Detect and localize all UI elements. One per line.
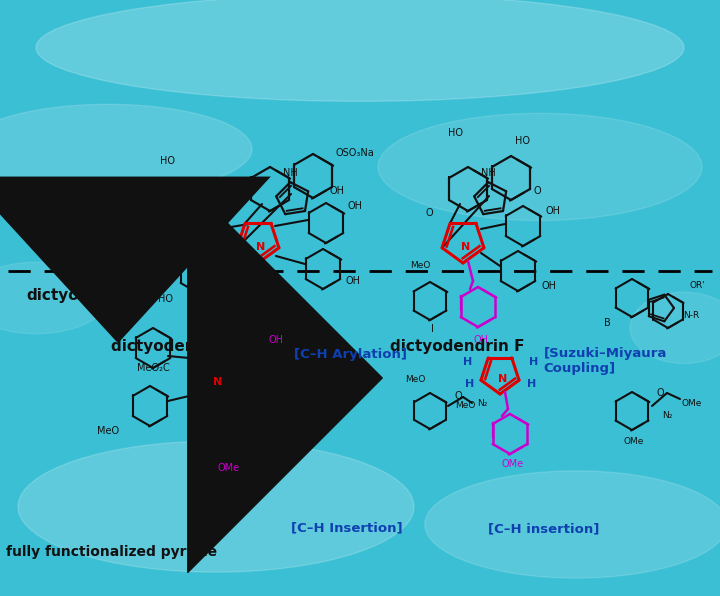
Text: OH: OH <box>269 335 284 345</box>
Text: N: N <box>498 374 508 384</box>
Text: MeO: MeO <box>410 262 430 271</box>
Text: OH: OH <box>330 186 345 196</box>
Text: [C–H Insertion]: [C–H Insertion] <box>291 521 403 534</box>
Text: HO: HO <box>160 156 175 166</box>
Text: O: O <box>533 186 541 196</box>
Text: dictyodendrin A: dictyodendrin A <box>111 339 246 355</box>
Ellipse shape <box>36 0 684 101</box>
Text: N: N <box>462 242 471 252</box>
Text: MeO: MeO <box>455 402 475 411</box>
Text: N: N <box>213 377 222 387</box>
Text: dictyodendrin F: dictyodendrin F <box>390 339 524 355</box>
Ellipse shape <box>18 441 414 572</box>
Text: OH: OH <box>348 201 363 211</box>
Text: OR': OR' <box>690 281 706 290</box>
Ellipse shape <box>0 262 108 334</box>
Text: I: I <box>431 324 433 334</box>
Text: MeO₂C: MeO₂C <box>137 363 170 373</box>
Ellipse shape <box>378 113 702 221</box>
Text: OMe: OMe <box>299 413 321 423</box>
Text: HO: HO <box>158 294 173 304</box>
Text: N-R: N-R <box>263 321 281 331</box>
Text: H: H <box>527 379 536 389</box>
Text: HO: HO <box>448 128 463 138</box>
Text: O: O <box>656 388 664 398</box>
Text: HO: HO <box>515 136 530 146</box>
Text: H: H <box>464 357 472 367</box>
Text: OMe: OMe <box>502 459 524 469</box>
Text: OR': OR' <box>275 293 292 303</box>
Text: dictyodendrins: dictyodendrins <box>26 287 154 303</box>
Text: OH: OH <box>474 335 488 345</box>
Text: NH: NH <box>283 168 297 178</box>
Text: [C–H Arylation]: [C–H Arylation] <box>294 348 407 361</box>
Text: B: B <box>603 318 611 328</box>
Text: MeO₂C: MeO₂C <box>200 228 233 238</box>
Text: [C–H insertion]: [C–H insertion] <box>488 522 599 535</box>
Text: OMe: OMe <box>682 399 703 408</box>
Text: N₂: N₂ <box>662 411 672 421</box>
Text: OH: OH <box>546 206 561 216</box>
Text: H: H <box>529 357 539 367</box>
Text: [Suzuki–Miyaura
Coupling]: [Suzuki–Miyaura Coupling] <box>544 347 667 374</box>
Text: N₂: N₂ <box>477 399 487 408</box>
Text: OMe: OMe <box>218 463 240 473</box>
Text: N: N <box>256 242 266 252</box>
Text: O: O <box>454 391 462 401</box>
Text: fully functionalized pyrrole: fully functionalized pyrrole <box>6 545 217 560</box>
Text: OMe: OMe <box>624 436 644 445</box>
Text: H: H <box>465 379 474 389</box>
Text: CO₂Me: CO₂Me <box>257 363 289 373</box>
Text: MeO: MeO <box>97 426 119 436</box>
Text: N-R: N-R <box>683 312 699 321</box>
Text: OSO₃Na: OSO₃Na <box>336 148 374 158</box>
Text: MeO: MeO <box>405 374 426 383</box>
Ellipse shape <box>630 292 720 364</box>
Ellipse shape <box>0 104 252 194</box>
Text: O: O <box>425 208 433 218</box>
Text: NH: NH <box>481 168 495 178</box>
Text: OH: OH <box>346 276 361 286</box>
Text: MeO: MeO <box>97 313 119 323</box>
Text: OH: OH <box>541 281 556 291</box>
Ellipse shape <box>425 471 720 578</box>
